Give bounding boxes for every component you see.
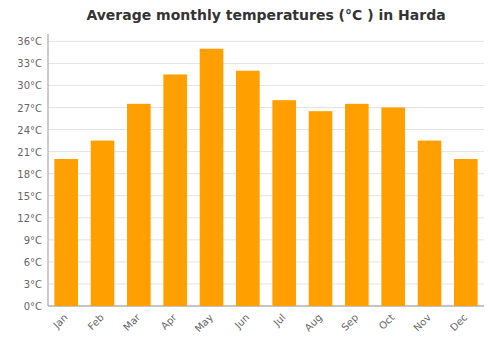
x-tick-label: Jan — [50, 312, 69, 331]
grid-line — [48, 85, 484, 86]
y-axis: 0°C 3°C 6°C 9°C 12°C 15°C 18°C 21°C 24°C 27°C 30°C… — [17, 36, 484, 312]
x-tick-label: Feb — [86, 312, 106, 332]
bar — [127, 104, 151, 306]
x-tick-label: Mar — [121, 311, 143, 333]
x-tick-label: Jun — [232, 312, 252, 332]
bar — [454, 159, 478, 306]
x-tick-label: Apr — [159, 311, 180, 332]
y-tick-label: 12°C — [17, 213, 42, 224]
bar — [381, 108, 405, 306]
bar — [200, 49, 224, 306]
x-axis: Jan Feb Mar Apr May Jun Jul Aug Sep Oct Nov Dec — [50, 311, 469, 334]
y-tick-label: 21°C — [17, 147, 42, 158]
y-tick-label: 30°C — [17, 80, 42, 91]
x-tick-label: May — [193, 312, 215, 334]
bar — [345, 104, 369, 306]
bars — [54, 49, 477, 306]
grid-line — [48, 129, 484, 130]
bar — [309, 111, 333, 306]
x-tick-label: Nov — [411, 312, 433, 334]
x-tick-label: Oct — [377, 312, 397, 332]
grid-line — [48, 41, 484, 42]
bar — [54, 159, 78, 306]
bar — [418, 141, 442, 306]
chart: Average monthly temperatures (°C ) in Ha… — [0, 0, 500, 350]
y-tick-label: 24°C — [17, 125, 42, 136]
x-tick-label: Sep — [339, 312, 360, 333]
y-tick-label: 36°C — [17, 36, 42, 47]
grid-line — [48, 63, 484, 64]
bar — [272, 100, 296, 306]
page: {"chart_data": {"type": "bar", "title": … — [0, 0, 500, 350]
y-tick-label: 3°C — [24, 279, 42, 290]
bar — [163, 74, 187, 306]
y-axis-line — [48, 34, 49, 306]
y-tick-label: 27°C — [17, 103, 42, 114]
y-tick-label: 18°C — [17, 169, 42, 180]
y-tick-label: 6°C — [24, 257, 42, 268]
y-tick-label: 15°C — [17, 191, 42, 202]
bar — [236, 71, 260, 306]
x-tick-label: Aug — [302, 312, 324, 334]
y-tick-label: 33°C — [17, 58, 42, 69]
grid-line — [48, 107, 484, 108]
x-tick-label: Dec — [448, 312, 469, 333]
y-tick-label: 9°C — [24, 235, 42, 246]
bar — [91, 141, 115, 306]
y-tick-label: 0°C — [24, 301, 42, 312]
title: Average monthly temperatures (°C ) in Ha… — [86, 7, 445, 23]
x-tick-label: Jul — [271, 312, 288, 329]
